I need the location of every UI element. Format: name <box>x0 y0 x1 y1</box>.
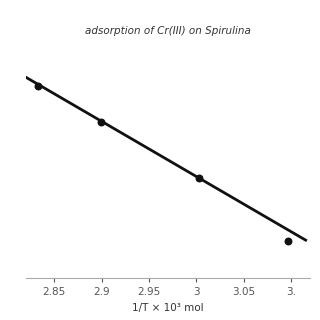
Point <box>285 238 290 243</box>
Point <box>197 175 202 180</box>
Text: adsorption of Cr(III) on Spirulina: adsorption of Cr(III) on Spirulina <box>85 26 251 36</box>
Point <box>36 83 41 88</box>
Point <box>98 119 103 124</box>
X-axis label: 1/T × 10³ mol: 1/T × 10³ mol <box>132 303 204 313</box>
